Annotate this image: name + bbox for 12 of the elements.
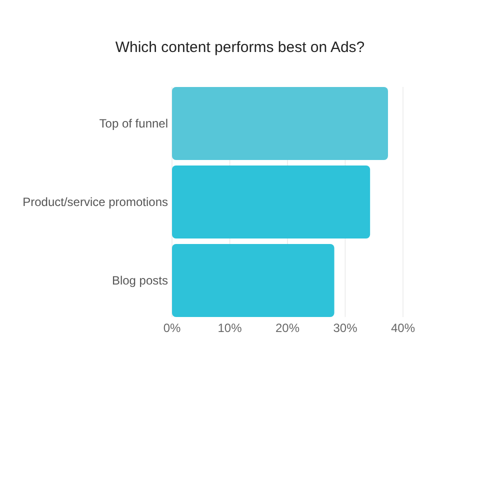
bar [172,87,388,160]
chart-title: Which content performs best on Ads? [115,39,365,56]
x-tick-label: 20% [275,321,300,335]
x-tick-label: 10% [218,321,242,335]
x-tick-label: 40% [390,321,416,335]
y-tick-label: Product/service promotions [22,195,168,210]
bar [172,244,334,317]
y-tick-label: Blog posts [112,274,168,288]
x-tick-label: 30% [333,321,358,335]
y-tick-label: Top of funnel [99,116,168,131]
x-tick-label: 0% [163,321,181,335]
bar [172,166,370,238]
